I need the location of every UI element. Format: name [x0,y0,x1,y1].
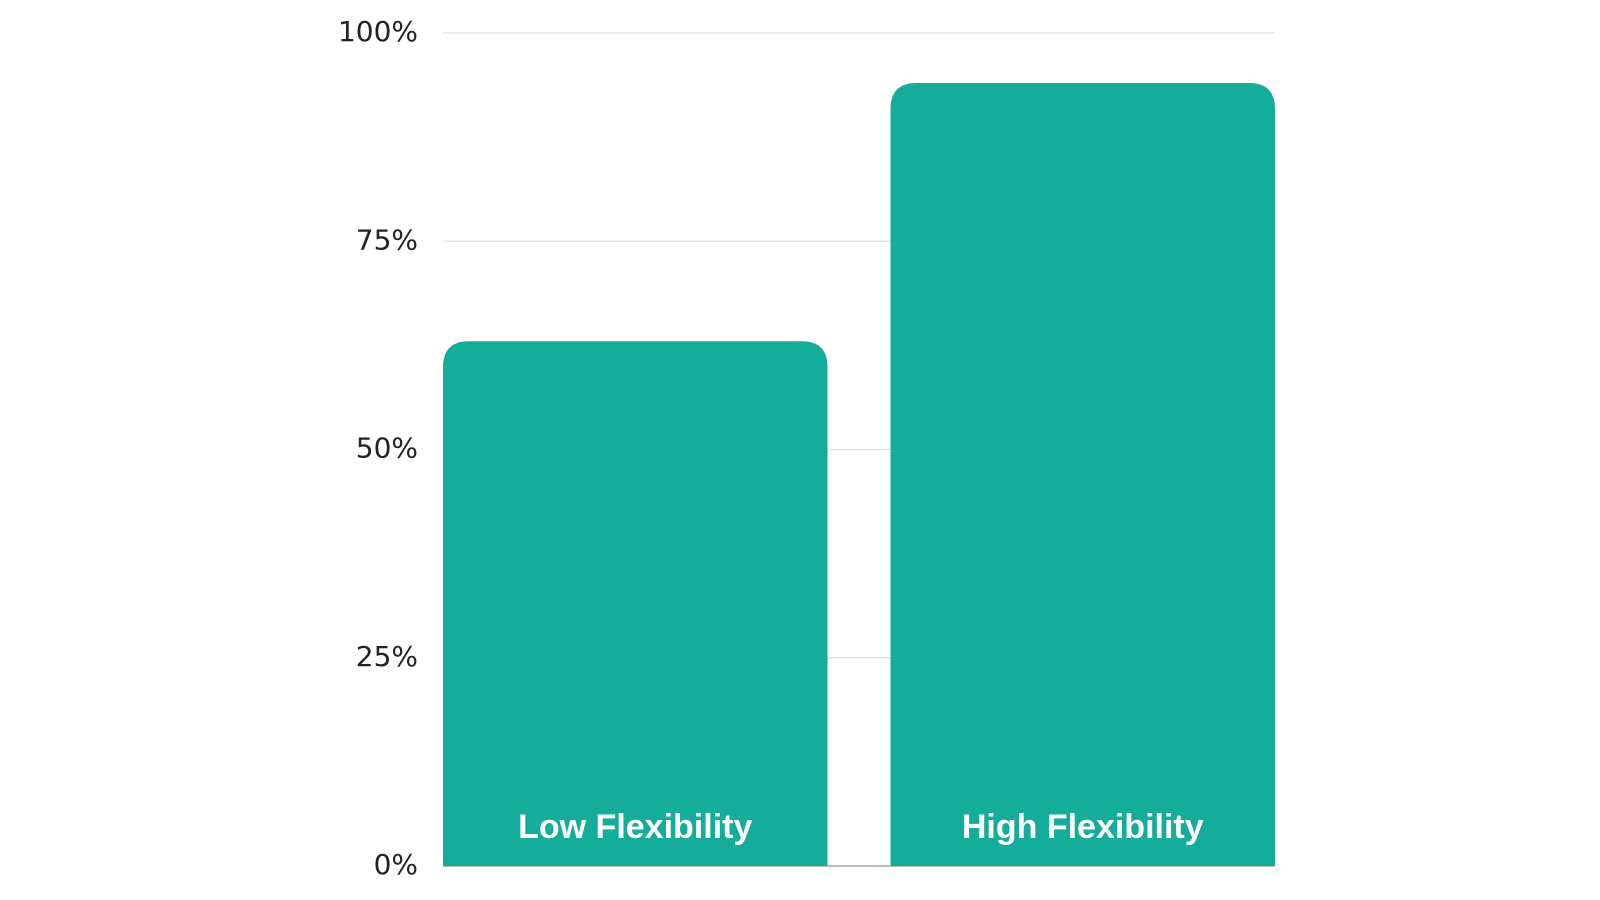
y-tick-label: 75% [356,223,418,256]
category-label: High Flexibility [962,808,1204,846]
bar [443,341,828,867]
y-tick-label: 25% [356,640,418,673]
bar [890,82,1275,867]
category-label: Low Flexibility [518,808,752,846]
y-tick-label: 100% [338,15,418,48]
y-tick-label: 50% [356,432,418,465]
y-tick-label: 0% [374,848,418,881]
